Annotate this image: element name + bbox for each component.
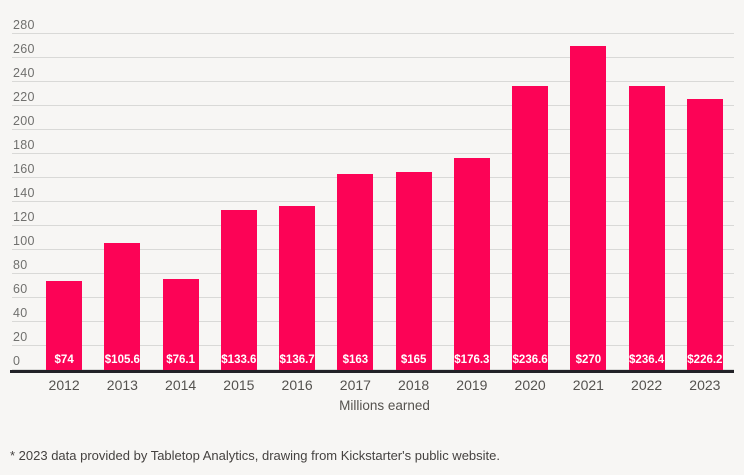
x-tick-label: 2012	[48, 377, 80, 393]
bar-2012: $74	[46, 281, 83, 370]
x-tick-label: 2019	[456, 377, 488, 393]
y-grid-line	[12, 129, 734, 130]
bar-value-label: $270	[575, 354, 602, 366]
bar-value-label: $105.6	[104, 354, 140, 366]
bar-value-label: $176.3	[454, 354, 490, 366]
y-tick-label: 40	[13, 306, 28, 320]
bar-2023: $226.2	[686, 99, 723, 370]
x-tick-label: 2016	[281, 377, 313, 393]
y-tick-label: 140	[13, 186, 35, 200]
x-tick-label: 2013	[106, 377, 138, 393]
bar-cell: $105.6	[93, 0, 151, 370]
y-grid-line	[12, 105, 734, 106]
bar-2022: $236.4	[628, 86, 665, 370]
bar-cell: $165	[385, 0, 443, 370]
bar-cell: $74	[35, 0, 93, 370]
y-tick-label: 200	[13, 114, 35, 128]
bar-cell: $236.4	[618, 0, 676, 370]
x-tick-label: 2023	[689, 377, 721, 393]
bar-cell: $133.6	[210, 0, 268, 370]
bar-2019: $176.3	[453, 158, 490, 370]
bar-2020: $236.6	[512, 86, 549, 370]
bar-2014: $76.1	[162, 279, 199, 370]
bar-2013: $105.6	[104, 243, 141, 370]
bar-cell: $163	[326, 0, 384, 370]
bar-cell: $136.7	[268, 0, 326, 370]
bar-value-label: $76.1	[166, 354, 196, 366]
y-tick-label: 120	[13, 210, 35, 224]
x-tick-label: 2017	[339, 377, 371, 393]
bar-value-label: $133.6	[221, 354, 257, 366]
y-tick-label: 160	[13, 162, 35, 176]
x-axis-line	[10, 370, 734, 373]
bars-layer: $74 $105.6 $76.1 $133.6 $136.7 $163 $165 $176.3…	[35, 0, 734, 370]
y-tick-label: 240	[13, 66, 35, 80]
bar-cell: $226.2	[676, 0, 734, 370]
y-tick-label: 0	[13, 354, 21, 368]
bar-2016: $136.7	[279, 206, 316, 370]
y-tick-label: 80	[13, 258, 28, 272]
y-tick-label: 20	[13, 330, 28, 344]
footnote: * 2023 data provided by Tabletop Analyti…	[10, 448, 501, 463]
x-tick-label: 2018	[398, 377, 430, 393]
bar-value-label: $163	[342, 354, 369, 366]
bar-cell: $76.1	[152, 0, 210, 370]
y-tick-label: 260	[13, 42, 35, 56]
y-grid-line	[12, 81, 734, 82]
bar-2021: $270	[570, 46, 607, 370]
y-tick-label: 180	[13, 138, 35, 152]
bar-value-label: $136.7	[279, 354, 315, 366]
bar-value-label: $74	[54, 354, 74, 366]
bar-value-label: $226.2	[687, 354, 723, 366]
bar-2018: $165	[395, 172, 432, 370]
x-axis-title: Millions earned	[339, 398, 430, 413]
y-grid-line	[12, 33, 734, 34]
bar-2017: $163	[337, 174, 374, 370]
bar-2015: $133.6	[220, 210, 257, 370]
x-tick-label: 2022	[631, 377, 663, 393]
y-tick-label: 280	[13, 18, 35, 32]
x-tick-label: 2020	[514, 377, 546, 393]
bar-value-label: $236.4	[629, 354, 665, 366]
y-tick-label: 60	[13, 282, 28, 296]
y-grid-line	[12, 57, 734, 58]
bar-value-label: $165	[400, 354, 427, 366]
bar-cell: $236.6	[501, 0, 559, 370]
x-tick-label: 2015	[223, 377, 255, 393]
y-tick-label: 220	[13, 90, 35, 104]
x-tick-label: 2021	[572, 377, 604, 393]
y-grid-line	[12, 153, 734, 154]
bar-value-label: $236.6	[512, 354, 548, 366]
bar-cell: $270	[559, 0, 617, 370]
x-tick-labels: 2012 2013 2014 2015 2016 2017 2018 2019 2020 2021…	[35, 377, 734, 393]
bar-cell: $176.3	[443, 0, 501, 370]
y-tick-label: 100	[13, 234, 35, 248]
x-tick-label: 2014	[165, 377, 197, 393]
